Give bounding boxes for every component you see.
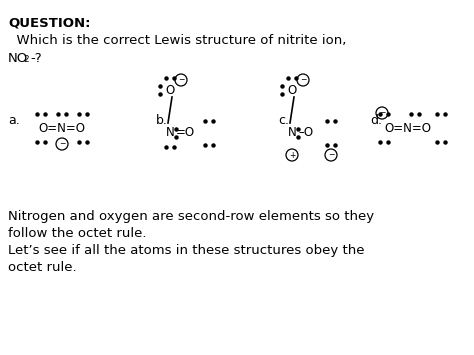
Text: O: O bbox=[287, 83, 297, 97]
Text: Let’s see if all the atoms in these structures obey the: Let’s see if all the atoms in these stru… bbox=[8, 244, 365, 257]
Text: +: + bbox=[289, 151, 295, 159]
Text: =O: =O bbox=[176, 126, 195, 140]
Text: −: − bbox=[379, 109, 385, 118]
Text: QUESTION:: QUESTION: bbox=[8, 16, 91, 29]
Text: octet rule.: octet rule. bbox=[8, 261, 77, 274]
Text: −: − bbox=[300, 76, 306, 84]
Text: O=N=O: O=N=O bbox=[384, 121, 431, 135]
Text: a.: a. bbox=[8, 114, 20, 126]
Text: N: N bbox=[288, 126, 296, 140]
Text: -?: -? bbox=[30, 52, 42, 65]
Text: c.: c. bbox=[278, 114, 289, 126]
Text: b.: b. bbox=[156, 114, 168, 126]
Text: O: O bbox=[165, 83, 174, 97]
Text: NO: NO bbox=[8, 52, 28, 65]
Text: follow the octet rule.: follow the octet rule. bbox=[8, 227, 146, 240]
Text: O=N=O: O=N=O bbox=[38, 121, 85, 135]
Text: −: − bbox=[59, 140, 65, 148]
Text: Which is the correct Lewis structure of nitrite ion,: Which is the correct Lewis structure of … bbox=[8, 34, 346, 47]
Text: N: N bbox=[165, 126, 174, 140]
Text: −: − bbox=[328, 151, 334, 159]
Text: Nitrogen and oxygen are second-row elements so they: Nitrogen and oxygen are second-row eleme… bbox=[8, 210, 374, 223]
Text: −: − bbox=[178, 76, 184, 84]
Text: d.: d. bbox=[370, 114, 382, 126]
Text: –O: –O bbox=[298, 126, 313, 140]
Text: 2: 2 bbox=[23, 55, 28, 64]
